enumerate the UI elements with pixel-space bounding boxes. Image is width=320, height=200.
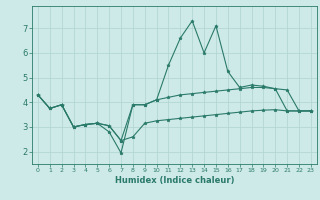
X-axis label: Humidex (Indice chaleur): Humidex (Indice chaleur) — [115, 176, 234, 185]
